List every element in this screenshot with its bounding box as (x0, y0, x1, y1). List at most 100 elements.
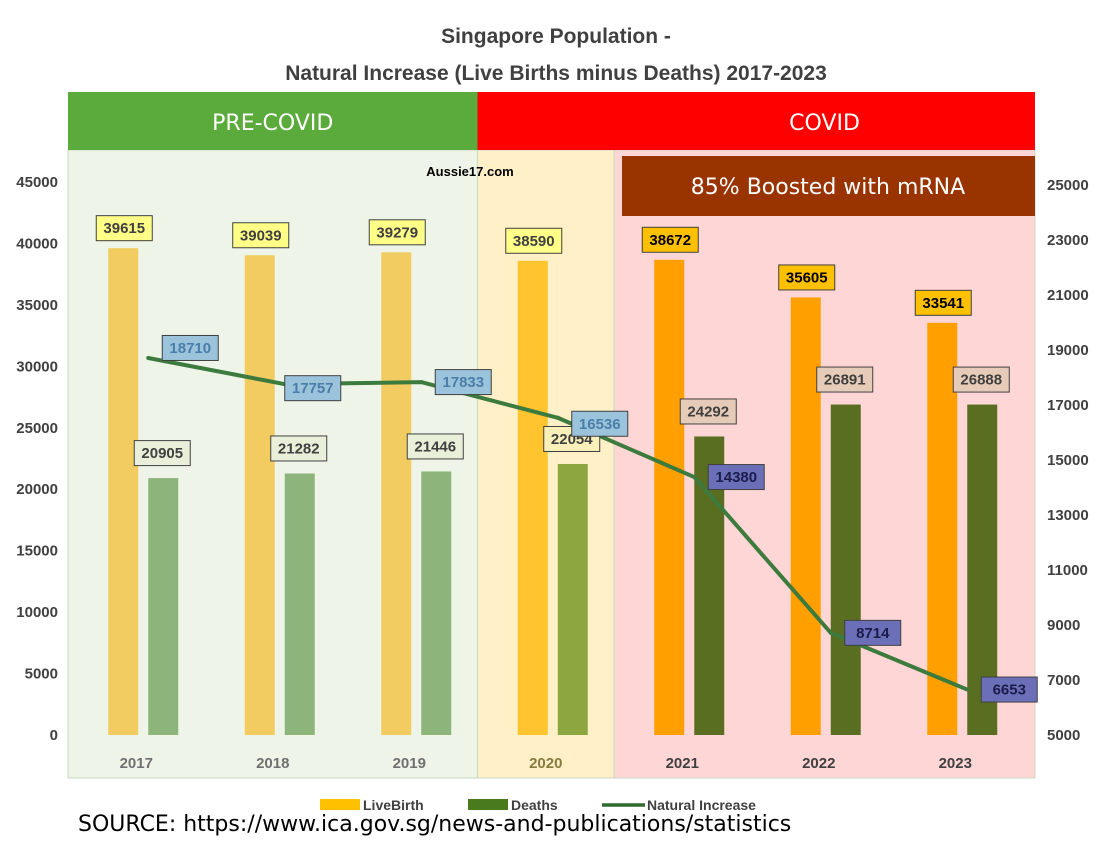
bar-deaths-2019 (421, 471, 452, 735)
right-axis-tick: 9000 (1047, 617, 1080, 634)
label-deaths-2018: 21282 (278, 440, 320, 457)
legend-deaths-swatch (468, 799, 508, 810)
label-deaths-2022-box (816, 366, 874, 393)
watermark: Aussie17.com (426, 164, 513, 179)
left-axis-tick: 40000 (16, 235, 58, 252)
label-increase-2019: 17833 (442, 374, 484, 391)
period-label-2: COVID (789, 111, 860, 136)
label-increase-2017: 18710 (169, 340, 211, 357)
right-axis-tick: 19000 (1047, 342, 1089, 359)
x-axis-tick: 2020 (529, 755, 562, 772)
label-increase-2021-box (707, 464, 765, 491)
label-increase-2023: 6653 (993, 682, 1026, 699)
chart-title: Singapore Population - (441, 25, 671, 48)
label-livebirth-2022-box (778, 264, 836, 291)
natural-increase-point-2022 (828, 630, 833, 635)
label-livebirth-2020: 38590 (513, 233, 555, 250)
label-livebirth-2017-box (95, 215, 153, 242)
bar-livebirth-2023 (927, 322, 958, 735)
natural-increase-point-2021 (692, 475, 697, 480)
period-bands: PRE-COVID COVID (68, 92, 1035, 150)
label-deaths-2018-box (270, 435, 328, 462)
right-axis-tick: 11000 (1047, 562, 1088, 579)
label-deaths-2023-box (952, 366, 1010, 393)
legend-livebirth-swatch (320, 799, 360, 810)
label-deaths-2017: 20905 (141, 445, 183, 462)
right-axis-tick: 17000 (1047, 397, 1089, 414)
label-increase-2019-box (434, 369, 492, 396)
x-axis-tick: 2021 (666, 755, 699, 772)
left-axis-tick: 0 (50, 727, 58, 744)
label-livebirth-2021: 38672 (649, 232, 691, 249)
label-livebirth-2019: 39279 (376, 224, 418, 241)
bar-livebirth-2017 (108, 248, 139, 735)
label-deaths-2021-box (679, 398, 737, 425)
label-increase-2020: 16536 (579, 416, 621, 433)
label-increase-2020-box (571, 410, 629, 437)
natural-increase-point-2023 (965, 687, 970, 692)
legend-livebirth-label: LiveBirth (363, 797, 424, 813)
data-labels: 39615 39039 39279 38590 38672 35605 33541 20905… (95, 215, 1038, 703)
left-axis-tick: 15000 (16, 543, 58, 560)
label-deaths-2021: 24292 (687, 403, 729, 420)
natural-increase-point-2020 (555, 415, 560, 420)
period-label-0: PRE-COVID (212, 111, 333, 136)
bar-livebirth-2019 (381, 252, 412, 735)
label-livebirth-2023: 33541 (922, 295, 964, 312)
bars (108, 248, 998, 735)
label-livebirth-2019-box (368, 219, 426, 246)
label-livebirth-2023-box (914, 289, 972, 316)
chart-subtitle: Natural Increase (Live Births minus Deat… (285, 62, 827, 85)
label-livebirth-2020-box (505, 227, 563, 254)
period-band-0 (68, 92, 478, 150)
label-increase-2017-box (161, 334, 219, 361)
label-livebirth-2018: 39039 (240, 227, 282, 244)
boosted-annotation-box (622, 156, 1035, 216)
source-text: SOURCE: https://www.ica.gov.sg/news-and-… (78, 812, 792, 837)
x-axis-tick: 2017 (120, 755, 153, 772)
right-axis-tick: 25000 (1047, 177, 1089, 194)
x-axis-tick: 2022 (802, 755, 835, 772)
label-increase-2023-box (980, 676, 1038, 703)
natural-increase-point-2019 (419, 380, 424, 385)
label-livebirth-2022: 35605 (786, 269, 828, 286)
label-livebirth-2018-box (232, 222, 290, 249)
left-axis-tick: 20000 (16, 481, 58, 498)
x-axis-tick: 2023 (939, 755, 972, 772)
bar-livebirth-2020 (517, 260, 548, 735)
label-increase-2018-box (284, 375, 342, 402)
legend: LiveBirth Deaths Natural Increase (320, 797, 756, 813)
bar-deaths-2018 (284, 473, 315, 735)
label-increase-2022: 8714 (856, 625, 890, 642)
axes: 0 5000 10000 15000 20000 25000 30000 35000 40000… (16, 174, 1088, 772)
bar-livebirth-2021 (654, 259, 685, 735)
left-axis-tick: 10000 (16, 604, 58, 621)
left-axis-tick: 25000 (16, 420, 58, 437)
x-axis-tick: 2018 (256, 755, 289, 772)
label-increase-2021: 14380 (715, 469, 757, 486)
bar-deaths-2017 (148, 478, 179, 735)
bar-deaths-2022 (830, 404, 861, 735)
label-deaths-2019-box (406, 433, 464, 460)
label-deaths-2023: 26888 (960, 372, 1002, 389)
right-axis-tick: 13000 (1047, 507, 1089, 524)
period-band-2 (614, 92, 1035, 150)
right-axis-tick: 23000 (1047, 232, 1089, 249)
legend-deaths-label: Deaths (511, 797, 558, 813)
bar-livebirth-2018 (244, 255, 275, 735)
label-increase-2022-box (844, 619, 902, 646)
right-axis-tick: 15000 (1047, 452, 1089, 469)
left-axis-tick: 35000 (16, 297, 58, 314)
bar-deaths-2020 (557, 463, 588, 735)
left-axis-tick: 30000 (16, 358, 58, 375)
period-band-1 (477, 92, 614, 150)
label-livebirth-2021-box (641, 226, 699, 253)
right-axis-tick: 21000 (1047, 287, 1089, 304)
label-deaths-2019: 21446 (414, 438, 456, 455)
bar-livebirth-2022 (790, 297, 821, 735)
label-deaths-2017-box (133, 440, 191, 467)
boosted-annotation-text: 85% Boosted with mRNA (691, 175, 965, 200)
left-axis-tick: 45000 (16, 174, 58, 191)
natural-increase-point-2017 (146, 355, 151, 360)
